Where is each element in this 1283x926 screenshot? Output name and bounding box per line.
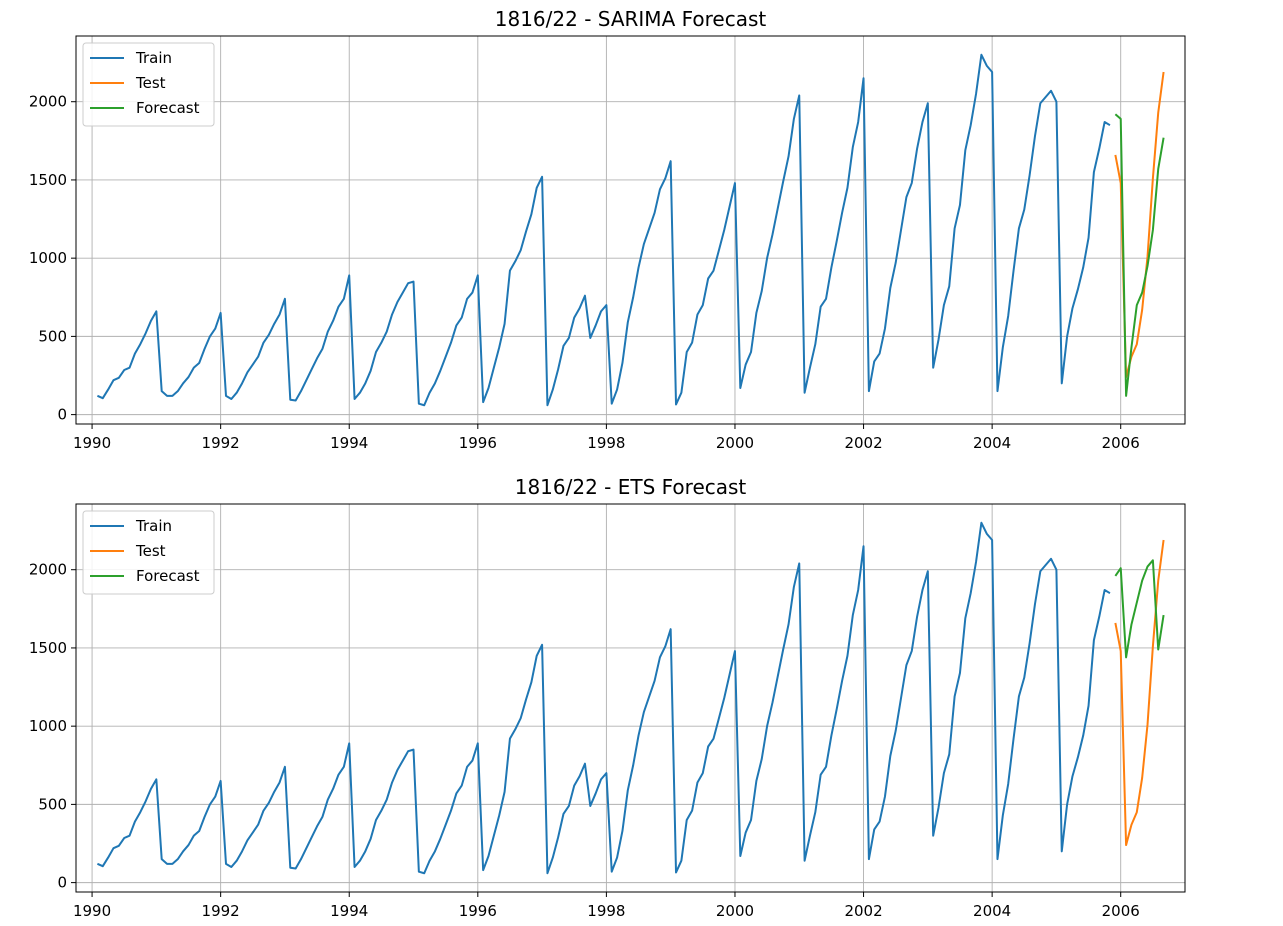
- y-tick-label: 2000: [29, 561, 67, 579]
- x-tick-label: 1994: [330, 902, 368, 920]
- x-tick-label: 1996: [459, 434, 497, 452]
- legend: Train Test Forecast: [82, 510, 215, 595]
- legend-label-forecast: Forecast: [136, 99, 200, 117]
- x-tick-label: 1998: [587, 434, 625, 452]
- grid-lines: [76, 36, 1185, 424]
- series-line-forecast: [1114, 559, 1165, 659]
- y-tick-label: 1500: [29, 639, 67, 657]
- legend-label-forecast: Forecast: [136, 567, 200, 585]
- y-tick-label: 1500: [29, 171, 67, 189]
- y-tick-label: 500: [38, 795, 67, 813]
- series-group: [97, 53, 1165, 407]
- x-tick-label: 1990: [73, 902, 111, 920]
- x-tick-label: 2004: [973, 902, 1011, 920]
- legend-box: [82, 42, 215, 127]
- series-line-train: [97, 53, 1111, 407]
- legend-label-test: Test: [135, 74, 166, 92]
- y-tick-label: 1000: [29, 249, 67, 267]
- y-tick-label: 1000: [29, 717, 67, 735]
- y-tick-label: 0: [57, 874, 67, 892]
- plot-frame: [75, 503, 1186, 893]
- x-tick-label: 2004: [973, 434, 1011, 452]
- grid-lines: [76, 504, 1185, 892]
- legend-label-train: Train: [135, 49, 172, 67]
- legend: Train Test Forecast: [82, 42, 215, 127]
- x-tick-label: 1994: [330, 434, 368, 452]
- series-group: [97, 521, 1165, 875]
- legend-label-train: Train: [135, 517, 172, 535]
- plot-frame: [75, 35, 1186, 425]
- chart-title: 1816/22 - SARIMA Forecast: [495, 7, 767, 31]
- series-line-train: [97, 521, 1111, 875]
- x-tick-label: 1998: [587, 902, 625, 920]
- x-tick-label: 2002: [844, 902, 882, 920]
- x-tick-label: 2000: [716, 434, 754, 452]
- x-tick-label: 2006: [1102, 434, 1140, 452]
- x-tick-label: 2006: [1102, 902, 1140, 920]
- chart-panel-1: 1816/22 - SARIMA Forecast 1990 1992 1994 199…: [29, 7, 1186, 452]
- x-tick-label: 1992: [202, 902, 240, 920]
- y-tick-label: 0: [57, 406, 67, 424]
- chart-panel-2: 1816/22 - ETS Forecast 1990 1992 1994 1996 19…: [29, 475, 1186, 920]
- legend-label-test: Test: [135, 542, 166, 560]
- legend-box: [82, 510, 215, 595]
- x-tick-label: 2002: [844, 434, 882, 452]
- chart-title: 1816/22 - ETS Forecast: [515, 475, 747, 499]
- y-tick-label: 2000: [29, 93, 67, 111]
- x-tick-label: 2000: [716, 902, 754, 920]
- x-tick-label: 1996: [459, 902, 497, 920]
- x-tick-label: 1992: [202, 434, 240, 452]
- y-tick-label: 500: [38, 327, 67, 345]
- x-tick-label: 1990: [73, 434, 111, 452]
- series-line-forecast: [1114, 113, 1165, 397]
